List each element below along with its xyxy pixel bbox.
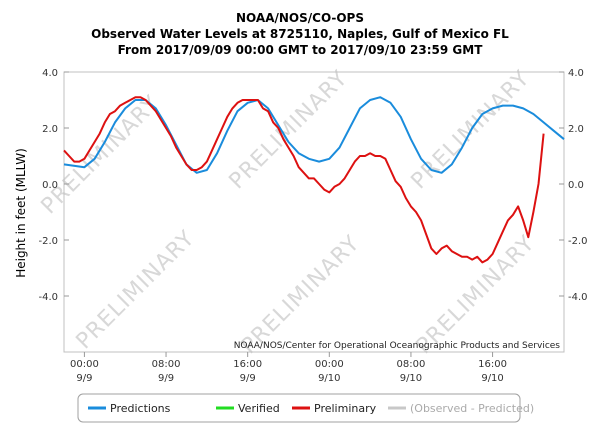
x-tick-date-4: 9/10 — [400, 373, 422, 384]
y-tick-right-label-4: -4.0 — [568, 292, 588, 303]
y-tick-left-label-1: 2.0 — [42, 124, 58, 135]
series-line-predictions — [63, 96, 565, 174]
x-tick-time-1: 08:00 — [152, 359, 181, 370]
series-group — [63, 96, 565, 264]
x-tick-time-0: 00:00 — [70, 359, 99, 370]
x-tick-time-2: 16:00 — [233, 359, 262, 370]
watermark-2: PRELIMINARY — [225, 66, 353, 194]
watermark-6: PRELIMINARY — [412, 231, 540, 359]
credit-text: NOAA/NOS/Center for Operational Oceanogr… — [234, 341, 561, 351]
series-line-preliminary — [63, 96, 545, 264]
y-tick-right-label-1: 2.0 — [568, 124, 584, 135]
y-tick-right-label-3: -2.0 — [568, 236, 588, 247]
y-tick-left-label-4: -4.0 — [38, 292, 58, 303]
y-tick-right-label-0: 4.0 — [568, 68, 584, 79]
chart-title-line-2: Observed Water Levels at 8725110, Naples… — [91, 27, 509, 41]
y-axis-label: Height in feet (MLLW) — [14, 148, 28, 278]
legend-label-verified: Verified — [238, 402, 280, 415]
watermark-1: PRELIMINARY — [37, 91, 165, 219]
legend-label-predictions: Predictions — [110, 402, 171, 415]
y-ticks-right: 4.0 2.0 0.0 -2.0 -4.0 — [559, 68, 588, 303]
x-tick-date-2: 9/9 — [240, 373, 256, 384]
plot-area-frame — [63, 71, 565, 353]
x-tick-time-4: 08:00 — [397, 359, 426, 370]
legend: Predictions Verified Preliminary (Observed … — [88, 402, 534, 415]
y-tick-left-label-0: 4.0 — [42, 68, 58, 79]
legend-label-observed-predicted: (Observed - Predicted) — [410, 402, 534, 415]
x-tick-time-3: 00:00 — [315, 359, 344, 370]
watermark-5: PRELIMINARY — [237, 231, 365, 359]
x-ticks: 00:00 9/9 08:00 9/9 16:00 9/9 00:00 9/10 08:00 9/… — [70, 352, 507, 384]
y-ticks-left: 4.0 2.0 0.0 -2.0 -4.0 — [38, 68, 69, 303]
watermark-group: PRELIMINARY PRELIMINARY PRELIMINARY PREL… — [37, 66, 540, 359]
chart-title-line-1: NOAA/NOS/CO-OPS — [236, 11, 364, 25]
y-tick-left-label-2: 0.0 — [42, 180, 58, 191]
y-tick-left-label-3: -2.0 — [38, 236, 58, 247]
x-tick-time-5: 16:00 — [478, 359, 507, 370]
x-tick-date-0: 9/9 — [76, 373, 92, 384]
chart-title-line-3: From 2017/09/09 00:00 GMT to 2017/09/10 … — [118, 43, 484, 57]
legend-label-preliminary: Preliminary — [314, 402, 377, 415]
watermark-4: PRELIMINARY — [72, 226, 200, 354]
x-tick-date-5: 9/10 — [481, 373, 503, 384]
x-tick-date-3: 9/10 — [318, 373, 340, 384]
x-tick-date-1: 9/9 — [158, 373, 174, 384]
y-tick-right-label-2: 0.0 — [568, 180, 584, 191]
